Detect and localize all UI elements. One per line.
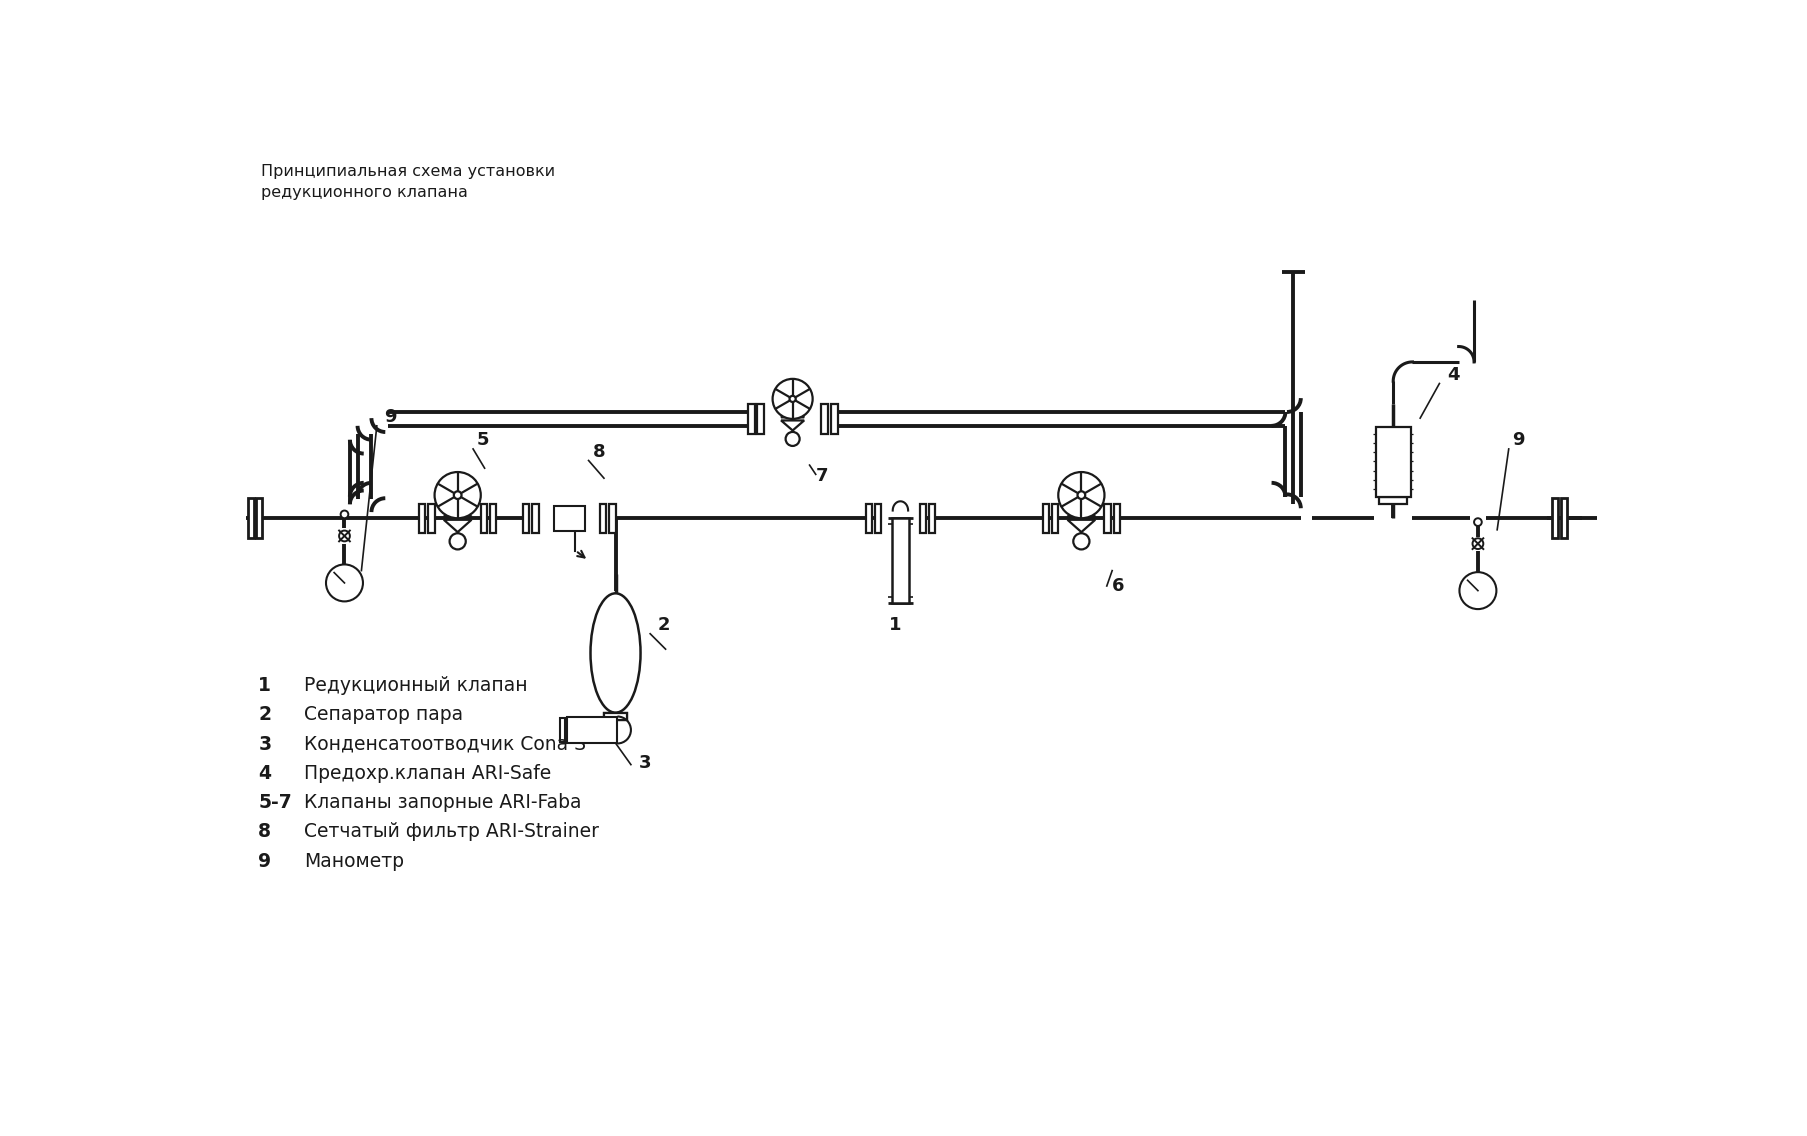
Bar	[481, 503, 486, 533]
Bar	[248, 499, 255, 538]
Bar	[920, 503, 925, 533]
Bar	[866, 503, 871, 533]
Text: 1: 1	[889, 616, 902, 634]
Polygon shape	[443, 520, 472, 532]
Bar	[257, 499, 262, 538]
Bar	[875, 503, 880, 533]
Bar	[1550, 499, 1558, 538]
Text: 3: 3	[258, 735, 271, 753]
Polygon shape	[1066, 520, 1095, 532]
Circle shape	[1077, 491, 1084, 499]
Text: Манометр: Манометр	[304, 852, 405, 870]
Circle shape	[772, 379, 811, 419]
Bar	[1375, 427, 1409, 496]
Bar	[560, 718, 566, 742]
Circle shape	[340, 510, 349, 518]
Circle shape	[1057, 473, 1104, 518]
Circle shape	[790, 395, 795, 402]
Ellipse shape	[591, 593, 640, 712]
Bar	[891, 518, 909, 603]
Circle shape	[786, 432, 799, 446]
Bar	[419, 503, 425, 533]
Text: 7: 7	[815, 467, 828, 485]
Bar	[428, 503, 434, 533]
Bar	[553, 506, 584, 531]
Text: 8: 8	[593, 443, 605, 460]
Circle shape	[325, 565, 363, 601]
Text: 2: 2	[658, 616, 670, 634]
Text: 6: 6	[1111, 577, 1124, 595]
Text: Сепаратор пара: Сепаратор пара	[304, 705, 463, 725]
Text: Клапаны запорные ARI-Faba: Клапаны запорные ARI-Faba	[304, 793, 582, 812]
Circle shape	[434, 473, 481, 518]
Bar	[609, 503, 614, 533]
Bar	[604, 712, 627, 719]
Text: 8: 8	[258, 822, 271, 842]
Circle shape	[450, 533, 466, 550]
Bar	[569, 718, 575, 742]
Text: 3: 3	[638, 754, 651, 772]
Text: 9: 9	[1512, 431, 1525, 449]
Circle shape	[1473, 518, 1482, 526]
Polygon shape	[781, 408, 804, 417]
Bar	[600, 503, 605, 533]
Bar	[1043, 503, 1048, 533]
Text: Сетчатый фильтр ARI-Strainer: Сетчатый фильтр ARI-Strainer	[304, 822, 600, 842]
Bar	[604, 712, 627, 719]
Bar	[531, 503, 538, 533]
Bar	[746, 404, 754, 434]
Polygon shape	[781, 420, 804, 431]
Circle shape	[1458, 573, 1496, 609]
Text: Конденсатоотводчик Cona S: Конденсатоотводчик Cona S	[304, 735, 585, 753]
Bar	[490, 503, 495, 533]
Text: 9: 9	[385, 408, 398, 426]
Polygon shape	[1066, 504, 1095, 517]
Bar	[1052, 503, 1057, 533]
Text: 4: 4	[1446, 366, 1458, 384]
Circle shape	[1073, 533, 1090, 550]
Bar	[1379, 496, 1406, 504]
Text: 2: 2	[258, 705, 271, 725]
Text: 5-7: 5-7	[258, 793, 291, 812]
Text: Предохр.клапан ARI-Safe: Предохр.клапан ARI-Safe	[304, 763, 551, 783]
Bar	[522, 503, 529, 533]
Text: Редукционный клапан: Редукционный клапан	[304, 676, 528, 695]
Text: 4: 4	[258, 763, 271, 783]
Bar	[1104, 503, 1109, 533]
Text: 5: 5	[477, 431, 490, 449]
Text: 9: 9	[258, 852, 271, 870]
Polygon shape	[443, 504, 472, 517]
Text: Принципиальная схема установки
редукционного клапана: Принципиальная схема установки редукцион…	[262, 164, 555, 200]
Bar	[1113, 503, 1119, 533]
Bar	[929, 503, 934, 533]
Bar	[567, 717, 618, 743]
Bar	[820, 404, 828, 434]
Bar	[1559, 499, 1567, 538]
Circle shape	[454, 491, 461, 499]
Text: 1: 1	[258, 676, 271, 695]
Bar	[757, 404, 763, 434]
Bar	[829, 404, 837, 434]
